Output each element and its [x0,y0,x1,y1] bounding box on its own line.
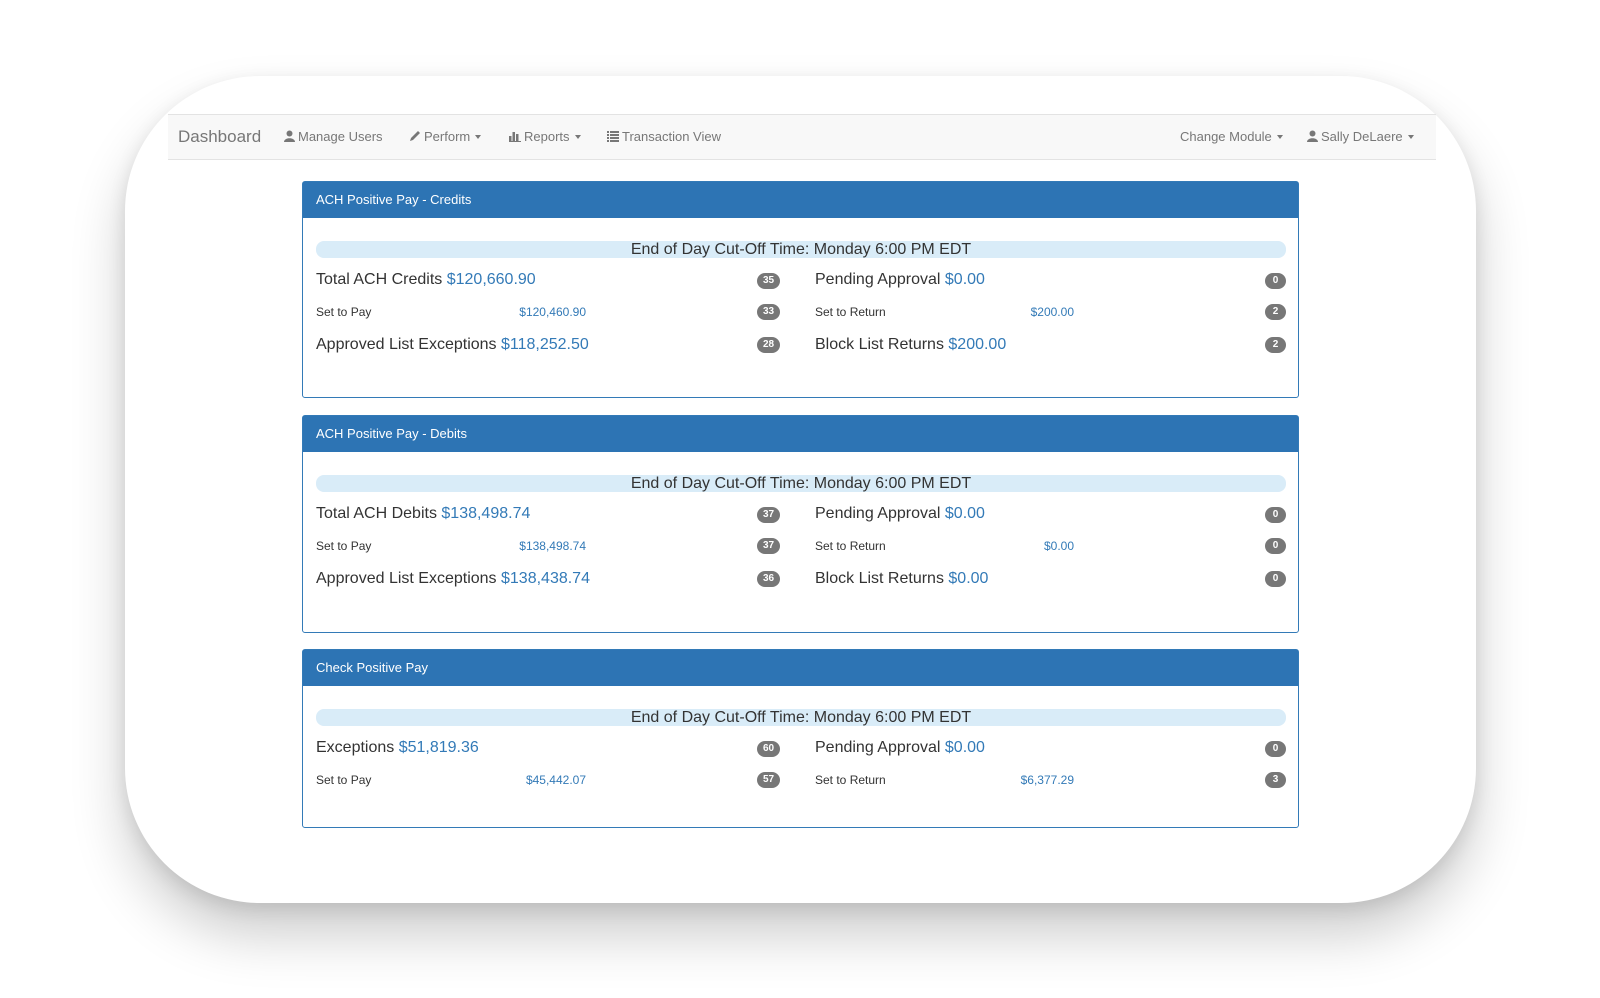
top-navbar: Dashboard Manage Users Perform Reports T… [168,114,1436,160]
count-badge: 28 [757,337,781,353]
pending-approval-row[interactable]: Pending Approval $0.00 [815,739,985,757]
nav-manage-users-label: Manage Users [298,129,383,144]
user-menu-name: Sally DeLaere [1321,129,1403,144]
row-amount: $200.00 [948,336,1007,353]
count-badge: 37 [757,507,781,523]
nav-brand-dashboard[interactable]: Dashboard [178,127,262,146]
count-badge: 0 [1265,273,1286,289]
row-label: Set to Pay [316,305,372,319]
row-label: Pending Approval [815,505,941,522]
row-label: Exceptions [316,739,395,756]
row-amount: $118,252.50 [501,336,589,353]
row-label: Total ACH Credits [316,271,443,288]
panel-title: ACH Positive Pay - Debits [303,416,1298,452]
nav-reports-label: Reports [524,129,570,144]
pending-approval-row[interactable]: Pending Approval $0.00 [815,505,985,523]
change-module-dropdown[interactable]: Change Module [1180,115,1283,159]
count-badge: 3 [1265,772,1286,788]
count-badge: 33 [757,304,781,320]
block-list-returns-row[interactable]: Block List Returns $200.00 [815,336,1006,354]
row-amount: $0.00 [948,570,989,587]
approved-list-exceptions-row[interactable]: Approved List Exceptions $118,252.50 [316,336,589,354]
pencil-icon [409,129,424,144]
panel-check-positive-pay: Check Positive Pay End of Day Cut-Off Ti… [302,649,1299,828]
row-label: Pending Approval [815,271,941,288]
nav-manage-users[interactable]: Manage Users [284,115,383,159]
count-badge: 0 [1265,571,1286,587]
panel-title: Check Positive Pay [303,650,1298,686]
change-module-label: Change Module [1180,129,1272,144]
set-to-return-row[interactable]: Set to Return [815,773,886,787]
row-label: Total ACH Debits [316,505,437,522]
caret-down-icon [1407,135,1414,139]
row-label: Block List Returns [815,570,944,587]
row-amount: $0.00 [1043,539,1074,553]
panel-title: ACH Positive Pay - Credits [303,182,1298,218]
user-icon [1307,129,1321,144]
bar-chart-icon [509,129,524,144]
approved-list-exceptions-row[interactable]: Approved List Exceptions $138,438.74 [316,570,590,588]
row-amount: $138,438.74 [501,570,590,587]
panel-ach-debits: ACH Positive Pay - Debits End of Day Cut… [302,415,1299,633]
set-to-return-row[interactable]: Set to Return [815,539,886,553]
caret-down-icon [1276,135,1283,139]
nav-perform-label: Perform [424,129,471,144]
row-amount: $6,377.29 [1020,773,1074,787]
set-to-pay-row[interactable]: Set to Pay [316,773,371,787]
total-ach-credits-row[interactable]: Total ACH Credits $120,660.90 [316,271,536,289]
row-label: Set to Pay [316,773,372,787]
cutoff-time-bar: End of Day Cut-Off Time: Monday 6:00 PM … [316,475,1286,492]
row-label: Set to Return [815,539,886,553]
row-amount: $138,498.74 [519,539,586,553]
count-badge: 37 [757,538,781,554]
set-to-pay-row[interactable]: Set to Pay [316,305,371,319]
list-icon [607,129,622,144]
row-label: Set to Pay [316,539,372,553]
panel-ach-credits: ACH Positive Pay - Credits End of Day Cu… [302,181,1299,398]
caret-down-icon [574,135,581,139]
total-ach-debits-row[interactable]: Total ACH Debits $138,498.74 [316,505,530,523]
count-badge: 0 [1265,507,1286,523]
row-label: Pending Approval [815,739,941,756]
cutoff-time-bar: End of Day Cut-Off Time: Monday 6:00 PM … [316,241,1286,258]
count-badge: 35 [757,273,781,289]
user-menu-dropdown[interactable]: Sally DeLaere [1307,115,1414,159]
nav-perform-dropdown[interactable]: Perform [409,115,482,159]
cutoff-time-bar: End of Day Cut-Off Time: Monday 6:00 PM … [316,709,1286,726]
row-amount: $0.00 [944,739,985,756]
row-amount: $120,460.90 [519,305,586,319]
row-amount: $138,498.74 [441,505,531,522]
count-badge: 60 [757,741,781,757]
row-amount: $0.00 [944,505,985,522]
row-label: Approved List Exceptions [316,336,497,353]
count-badge: 57 [757,772,781,788]
row-amount: $51,819.36 [398,739,479,756]
row-amount: $0.00 [944,271,985,288]
row-amount: $120,660.90 [446,271,536,288]
row-label: Set to Return [815,305,886,319]
row-label: Approved List Exceptions [316,570,497,587]
nav-transaction-view-label: Transaction View [622,129,721,144]
set-to-pay-row[interactable]: Set to Pay [316,539,371,553]
nav-reports-dropdown[interactable]: Reports [509,115,581,159]
user-icon [284,129,298,144]
pending-approval-row[interactable]: Pending Approval $0.00 [815,271,985,289]
block-list-returns-row[interactable]: Block List Returns $0.00 [815,570,988,588]
row-label: Set to Return [815,773,886,787]
set-to-return-row[interactable]: Set to Return [815,305,886,319]
count-badge: 2 [1265,337,1286,353]
count-badge: 36 [757,571,781,587]
count-badge: 2 [1265,304,1286,320]
row-label: Block List Returns [815,336,944,353]
count-badge: 0 [1265,538,1286,554]
exceptions-row[interactable]: Exceptions $51,819.36 [316,739,479,757]
nav-transaction-view[interactable]: Transaction View [607,115,721,159]
row-amount: $200.00 [1030,305,1074,319]
count-badge: 0 [1265,741,1286,757]
caret-down-icon [475,135,482,139]
row-amount: $45,442.07 [525,773,586,787]
